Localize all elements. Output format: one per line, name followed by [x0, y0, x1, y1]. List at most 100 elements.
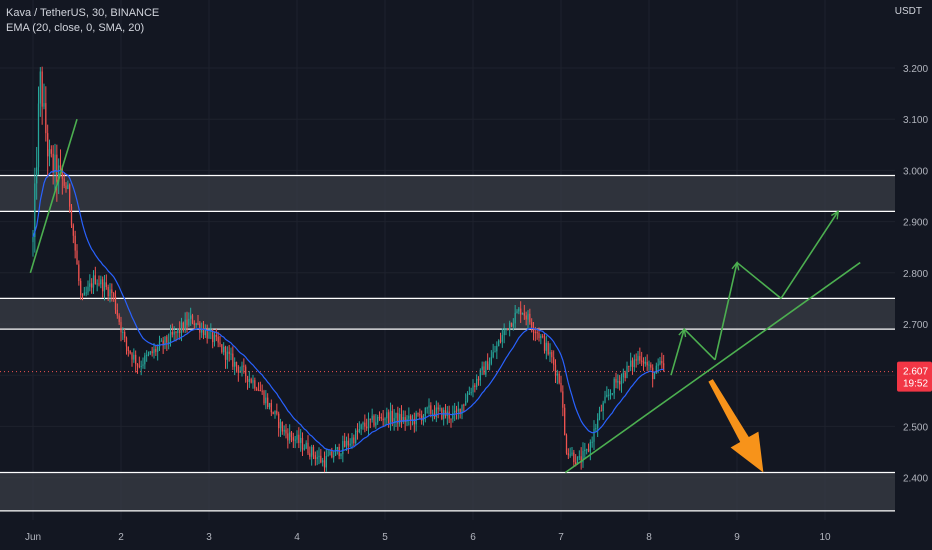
candle-body[interactable] [259, 390, 261, 392]
candle-body[interactable] [83, 292, 85, 296]
candle-body[interactable] [160, 340, 162, 342]
candle-body[interactable] [556, 373, 558, 376]
candle-body[interactable] [257, 390, 260, 392]
candle-body[interactable] [303, 448, 305, 450]
candle-body[interactable] [589, 441, 591, 452]
candle-body[interactable] [545, 342, 547, 351]
candle-body[interactable] [355, 430, 357, 444]
candle-body[interactable] [428, 405, 430, 408]
candle-body[interactable] [419, 414, 421, 416]
candle-body[interactable] [74, 235, 76, 251]
candle-body[interactable] [118, 315, 120, 322]
candle-body[interactable] [393, 418, 395, 422]
candle-body[interactable] [69, 184, 71, 207]
candle-body[interactable] [52, 153, 54, 173]
candle-body[interactable] [626, 365, 628, 378]
candle-body[interactable] [597, 418, 599, 429]
candle-body[interactable] [87, 286, 89, 293]
candle-body[interactable] [307, 442, 309, 454]
candle-body[interactable] [479, 369, 481, 381]
candle-body[interactable] [109, 289, 111, 297]
trend-line[interactable] [714, 262, 738, 361]
symbol-title[interactable]: Kava / TetherUS, 30, BINANCE [6, 7, 160, 19]
candle-body[interactable] [465, 401, 467, 405]
candle-body[interactable] [81, 295, 84, 297]
candle-body[interactable] [263, 391, 265, 404]
candle-body[interactable] [580, 456, 582, 463]
candle-body[interactable] [169, 331, 172, 343]
candle-body[interactable] [650, 364, 652, 368]
candle-body[interactable] [254, 380, 256, 389]
candle-body[interactable] [608, 394, 610, 396]
candle-body[interactable] [382, 418, 384, 421]
candle-body[interactable] [373, 415, 375, 426]
candle-body[interactable] [564, 407, 566, 436]
candle-body[interactable] [617, 381, 619, 383]
candle-body[interactable] [377, 416, 379, 423]
candle-body[interactable] [230, 353, 232, 355]
candle-body[interactable] [523, 313, 525, 316]
candle-body[interactable] [344, 441, 346, 447]
candle-body[interactable] [72, 225, 74, 236]
candle-body[interactable] [120, 321, 122, 333]
candle-body[interactable] [657, 364, 659, 366]
trend-line[interactable] [683, 328, 716, 361]
candle-body[interactable] [318, 455, 320, 458]
candle-body[interactable] [226, 351, 228, 360]
candle-body[interactable] [652, 367, 654, 380]
candle-body[interactable] [531, 322, 533, 329]
candle-body[interactable] [111, 289, 113, 294]
candle-body[interactable] [54, 154, 56, 173]
candle-body[interactable] [470, 392, 472, 394]
candle-body[interactable] [432, 413, 434, 415]
candle-body[interactable] [534, 332, 536, 334]
candle-body[interactable] [305, 442, 307, 449]
candle-body[interactable] [468, 393, 470, 395]
candle-body[interactable] [571, 452, 573, 455]
candle-body[interactable] [514, 312, 516, 324]
candle-body[interactable] [397, 412, 399, 424]
candle-body[interactable] [48, 149, 51, 157]
projection-arrow[interactable] [708, 379, 764, 473]
candle-body[interactable] [146, 354, 148, 356]
candle-body[interactable] [70, 206, 73, 226]
candle-body[interactable] [221, 344, 223, 353]
candle-body[interactable] [336, 447, 338, 450]
candle-body[interactable] [34, 183, 36, 238]
candle-body[interactable] [314, 455, 316, 459]
candle-body[interactable] [201, 328, 203, 333]
candle-body[interactable] [323, 460, 326, 468]
candle-body[interactable] [457, 408, 459, 412]
candle-body[interactable] [217, 336, 219, 343]
candle-body[interactable] [250, 379, 252, 383]
candle-body[interactable] [256, 388, 258, 391]
candle-body[interactable] [421, 415, 423, 421]
candle-body[interactable] [122, 331, 124, 333]
candle-body[interactable] [512, 323, 514, 327]
candle-body[interactable] [114, 296, 117, 310]
candle-body[interactable] [63, 178, 65, 186]
candle-body[interactable] [345, 440, 348, 447]
candle-body[interactable] [565, 435, 568, 454]
candle-body[interactable] [573, 452, 575, 463]
candle-body[interactable] [518, 308, 520, 312]
candle-body[interactable] [94, 275, 96, 284]
trend-line[interactable] [736, 261, 782, 300]
candle-body[interactable] [602, 402, 604, 411]
candle-body[interactable] [283, 429, 285, 432]
candle-body[interactable] [47, 133, 49, 157]
candle-body[interactable] [562, 391, 564, 408]
candle-body[interactable] [459, 408, 461, 415]
candle-body[interactable] [606, 394, 608, 397]
candle-body[interactable] [611, 393, 613, 395]
candle-body[interactable] [410, 415, 412, 421]
candle-body[interactable] [215, 335, 217, 337]
candle-body[interactable] [551, 352, 553, 358]
trend-line[interactable] [29, 118, 78, 274]
candle-body[interactable] [175, 331, 177, 334]
candle-body[interactable] [635, 359, 637, 361]
candle-body[interactable] [496, 346, 498, 352]
candle-body[interactable] [391, 410, 393, 422]
candle-body[interactable] [598, 410, 601, 419]
candle-body[interactable] [492, 352, 494, 358]
